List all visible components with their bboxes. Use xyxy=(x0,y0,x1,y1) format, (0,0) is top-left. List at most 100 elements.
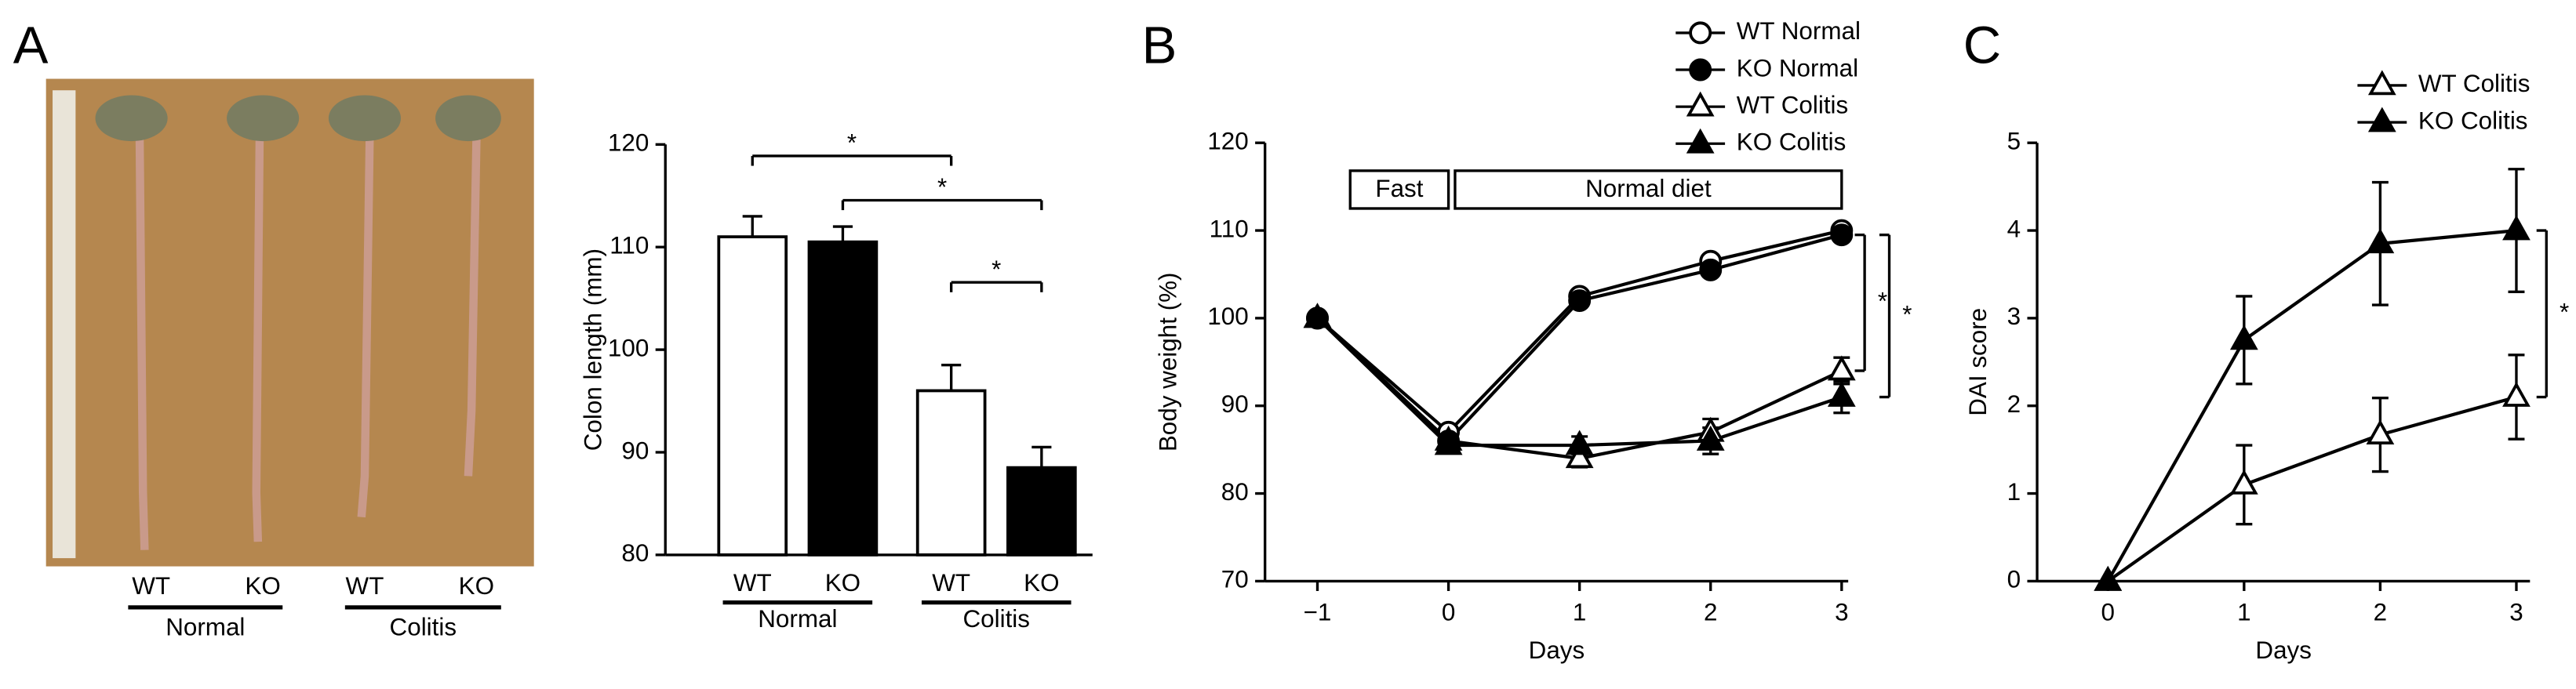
x-tick-label: 3 xyxy=(2509,599,2523,626)
y-tick-label: 2 xyxy=(2007,390,2021,418)
point xyxy=(2094,565,2123,591)
y-tick-label: 80 xyxy=(621,539,649,567)
x-axis-label: Days xyxy=(2255,636,2312,664)
bracket-label: * xyxy=(847,129,857,157)
point xyxy=(1827,355,1856,381)
ruler xyxy=(53,90,76,559)
photo-label: WT xyxy=(132,572,170,600)
point xyxy=(2502,381,2531,407)
point xyxy=(1565,430,1594,455)
photo-label: KO xyxy=(245,572,280,600)
bar xyxy=(807,240,879,557)
legend-marker xyxy=(2367,107,2396,132)
point xyxy=(2229,325,2258,350)
y-tick-label: 110 xyxy=(609,231,649,259)
cecum xyxy=(95,95,501,142)
series-line xyxy=(1316,233,1843,444)
y-tick-label: 90 xyxy=(1221,390,1249,418)
photo-label: KO xyxy=(459,572,494,600)
y-tick-label: 1 xyxy=(2007,478,2021,506)
y-tick-label: 120 xyxy=(608,129,649,157)
y-tick-label: 80 xyxy=(1221,478,1249,506)
bracket-label: * xyxy=(991,256,1001,283)
x-tick-label: WT xyxy=(932,569,970,597)
colon-tissue xyxy=(135,139,481,550)
x-tick-label: 0 xyxy=(2101,599,2115,626)
legend-marker xyxy=(1686,91,1715,117)
series-line xyxy=(1316,229,1843,435)
point xyxy=(1565,443,1594,469)
point xyxy=(1568,289,1592,312)
photo-group-label: Normal xyxy=(166,613,245,640)
x-tick-label: 2 xyxy=(2374,599,2387,626)
photo xyxy=(45,78,534,567)
x-tick-label: 1 xyxy=(2237,599,2250,626)
y-axis-label: Colon length (mm) xyxy=(579,248,606,451)
bar xyxy=(717,235,788,557)
x-tick-label: KO xyxy=(1024,569,1059,597)
series-line xyxy=(2107,395,2517,583)
x-tick-label: 3 xyxy=(1835,599,1848,626)
panel-label: A xyxy=(13,16,49,75)
group-label: Normal xyxy=(758,605,837,633)
point xyxy=(2366,419,2395,444)
x-tick-label: WT xyxy=(733,569,772,597)
legend-label: KO Colitis xyxy=(1737,129,1846,156)
y-axis-label: Body weight (%) xyxy=(1155,272,1182,451)
y-tick-label: 90 xyxy=(621,437,649,464)
phase-label: Fast xyxy=(1375,175,1423,202)
y-tick-label: 100 xyxy=(608,334,649,361)
group-label: Colitis xyxy=(962,605,1030,633)
panel-label: C xyxy=(1963,16,2001,75)
point xyxy=(2366,228,2395,254)
point xyxy=(1830,223,1854,247)
y-tick-label: 5 xyxy=(2007,128,2021,155)
bar xyxy=(1006,466,1077,557)
legend-label: WT Normal xyxy=(1737,17,1861,45)
x-tick-label: 1 xyxy=(1573,599,1586,626)
x-axis-label: Days xyxy=(1529,636,1585,664)
y-tick-label: 70 xyxy=(1221,566,1249,593)
point xyxy=(1696,425,1725,451)
series-line xyxy=(2106,228,2517,582)
photo-label: WT xyxy=(346,572,384,600)
legend-marker xyxy=(1689,21,1712,45)
x-tick-label: KO xyxy=(825,569,860,597)
x-tick-label: 0 xyxy=(1442,599,1455,626)
legend-label: WT Colitis xyxy=(1737,91,1849,118)
x-tick-label: 2 xyxy=(1704,599,1717,626)
legend-label: KO Normal xyxy=(1737,54,1858,82)
point xyxy=(1699,258,1723,281)
point xyxy=(2502,215,2531,241)
photo-background xyxy=(45,78,534,567)
phase-box xyxy=(1348,169,1450,210)
y-axis-label: DAI score xyxy=(1964,308,1992,416)
point xyxy=(1827,381,1856,407)
point xyxy=(1303,303,1332,328)
phase-box xyxy=(1454,169,1843,210)
point xyxy=(1434,430,1463,455)
legend-marker xyxy=(1686,128,1715,154)
y-tick-label: 120 xyxy=(1207,128,1248,155)
photo-group-label: Colitis xyxy=(390,613,457,640)
legend-marker xyxy=(1689,58,1712,82)
y-tick-label: 4 xyxy=(2007,215,2021,242)
bracket-label: * xyxy=(1878,288,1887,315)
legend-marker xyxy=(2367,70,2396,96)
bar xyxy=(915,389,987,557)
bracket-label: * xyxy=(937,173,947,201)
y-tick-label: 110 xyxy=(1210,215,1249,242)
panel-label: B xyxy=(1142,16,1177,75)
bracket-label: * xyxy=(2560,299,2569,326)
y-tick-label: 3 xyxy=(2007,303,2021,330)
point xyxy=(2229,469,2258,495)
legend-label: WT Colitis xyxy=(2418,70,2531,97)
bracket-label: * xyxy=(1902,300,1912,328)
phase-label: Normal diet xyxy=(1585,175,1712,202)
legend-label: KO Colitis xyxy=(2418,107,2528,134)
x-tick-label: −1 xyxy=(1304,599,1332,626)
series-line xyxy=(1316,317,1843,448)
y-tick-label: 0 xyxy=(2007,566,2021,593)
